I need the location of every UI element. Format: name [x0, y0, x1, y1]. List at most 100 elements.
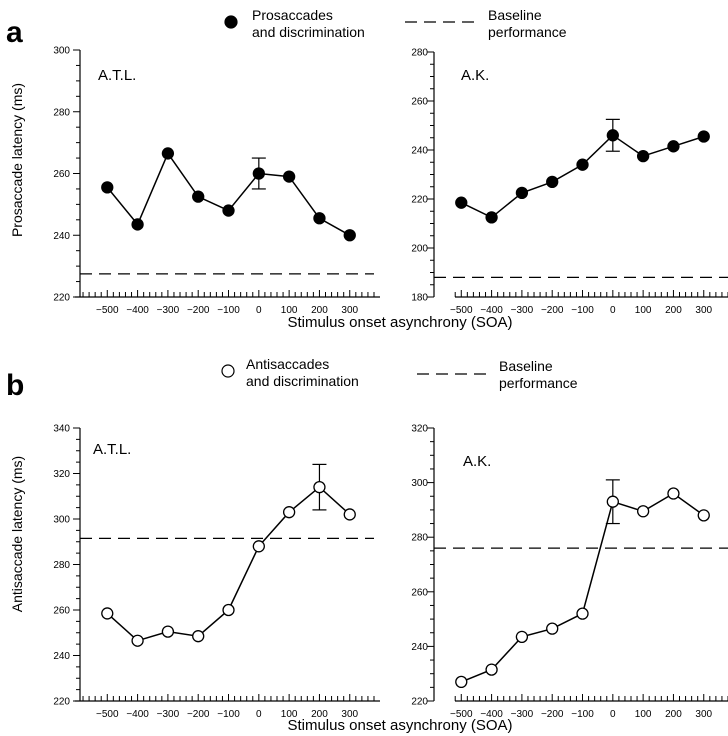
legend-marker-antisaccades — [221, 364, 235, 378]
y-tick-label: 280 — [53, 107, 70, 118]
data-point — [485, 211, 498, 224]
subject-label: A.K. — [461, 67, 489, 84]
x-tick-label: 100 — [281, 305, 298, 316]
x-tick-label: −200 — [187, 305, 210, 316]
legend-label-line2: and discrimination — [252, 24, 365, 40]
subject-label: A.T.L. — [93, 441, 131, 458]
series-line — [106, 151, 351, 236]
x-tick-label: 300 — [341, 709, 358, 720]
y-tick-label: 220 — [411, 195, 428, 206]
x-tick-label: −400 — [480, 305, 503, 316]
x-tick-label: 0 — [256, 305, 262, 316]
data-point — [485, 663, 498, 676]
y-tick-label: 240 — [53, 231, 70, 242]
data-point — [515, 630, 529, 643]
legend-label-line2: and discrimination — [246, 373, 359, 389]
x-tick-label: −100 — [217, 305, 240, 316]
x-tick-label: −400 — [126, 305, 149, 316]
data-point — [101, 181, 114, 194]
data-point — [252, 167, 265, 180]
y-tick-label: 220 — [411, 697, 428, 708]
y-tick-label: 240 — [411, 642, 428, 653]
x-tick-label: −200 — [541, 709, 564, 720]
data-point — [313, 212, 326, 225]
y-tick-label: 220 — [53, 293, 70, 304]
series-line — [461, 492, 705, 683]
data-point — [343, 229, 356, 242]
legend-baseline-line2: performance — [499, 375, 578, 391]
x-tick-label: 100 — [635, 709, 652, 720]
chart-a-ak: 180 200 220 240 260 280 −500 −400 −300 −200 −100 0 1… — [411, 48, 728, 316]
data-point — [546, 175, 559, 189]
x-tick-label: −200 — [541, 305, 564, 316]
y-tick-label: 280 — [411, 533, 428, 544]
data-point — [192, 630, 205, 643]
data-point — [161, 625, 175, 638]
x-tick-label: 200 — [311, 305, 328, 316]
x-tick-label: −200 — [187, 709, 210, 720]
x-tick-label: −500 — [96, 709, 119, 720]
y-axis-title-a: Prosaccade latency (ms) — [9, 83, 25, 237]
legend-a: Prosaccades and discrimination Baseline … — [224, 7, 567, 40]
data-point — [192, 190, 205, 203]
y-tick-label: 320 — [53, 469, 70, 480]
data-point — [697, 130, 710, 143]
x-tick-label: 100 — [281, 709, 298, 720]
x-tick-label: 100 — [635, 305, 652, 316]
y-tick-label: 280 — [411, 48, 428, 59]
data-point — [667, 140, 680, 153]
x-tick-label: −100 — [571, 709, 594, 720]
chart-b-ak: 220 240 260 280 300 320 −500 −400 −300 −200 −100 0 1… — [411, 424, 728, 720]
data-point — [161, 147, 175, 160]
x-tick-label: −500 — [450, 305, 473, 316]
legend-baseline-line2: performance — [488, 24, 567, 40]
data-point — [667, 487, 680, 500]
chart-b-atl: 220 240 260 280 300 320 340 −500 −400 −300 −200 −10… — [53, 424, 380, 720]
x-tick-label: 300 — [695, 709, 712, 720]
data-point — [576, 607, 589, 620]
y-tick-label: 220 — [53, 697, 70, 708]
x-tick-label: −400 — [480, 709, 503, 720]
data-point — [313, 480, 326, 494]
data-point — [222, 603, 235, 617]
y-tick-label: 200 — [411, 244, 428, 255]
x-tick-label: 0 — [610, 709, 616, 720]
series-line — [460, 134, 705, 219]
data-point — [636, 505, 650, 518]
data-point — [282, 170, 296, 183]
data-point — [697, 509, 710, 522]
y-tick-label: 260 — [53, 169, 70, 180]
y-tick-label: 180 — [411, 293, 428, 304]
data-point — [636, 149, 650, 163]
y-tick-label: 280 — [53, 560, 70, 571]
data-point — [546, 622, 559, 635]
subject-label: A.T.L. — [98, 67, 136, 84]
legend-baseline-line1: Baseline — [488, 7, 542, 23]
x-tick-label: −300 — [511, 709, 534, 720]
x-tick-label: −500 — [450, 709, 473, 720]
data-point — [515, 186, 529, 200]
data-point — [576, 158, 589, 171]
x-tick-label: −100 — [571, 305, 594, 316]
x-axis-title-a: Stimulus onset asynchrony (SOA) — [287, 314, 512, 331]
y-tick-label: 260 — [411, 97, 428, 108]
data-point — [131, 218, 144, 231]
x-tick-label: −500 — [96, 305, 119, 316]
x-tick-label: −100 — [217, 709, 240, 720]
x-tick-label: 0 — [610, 305, 616, 316]
x-axis-title-b: Stimulus onset asynchrony (SOA) — [287, 717, 512, 734]
y-tick-label: 300 — [411, 478, 428, 489]
data-point — [606, 495, 619, 508]
y-tick-label: 340 — [53, 424, 70, 435]
legend-label-line1: Antisaccades — [246, 356, 329, 372]
data-point — [282, 506, 296, 519]
chart-a-atl: 220 240 260 280 300 −500 −400 −300 −200 −100 0 100 2… — [53, 46, 380, 316]
x-tick-label: −300 — [511, 305, 534, 316]
x-tick-label: 300 — [695, 305, 712, 316]
legend-marker-prosaccades — [224, 15, 238, 29]
panel-letter-a: a — [6, 16, 23, 49]
x-tick-label: 300 — [341, 305, 358, 316]
y-tick-label: 320 — [411, 424, 428, 435]
data-point — [606, 129, 619, 142]
